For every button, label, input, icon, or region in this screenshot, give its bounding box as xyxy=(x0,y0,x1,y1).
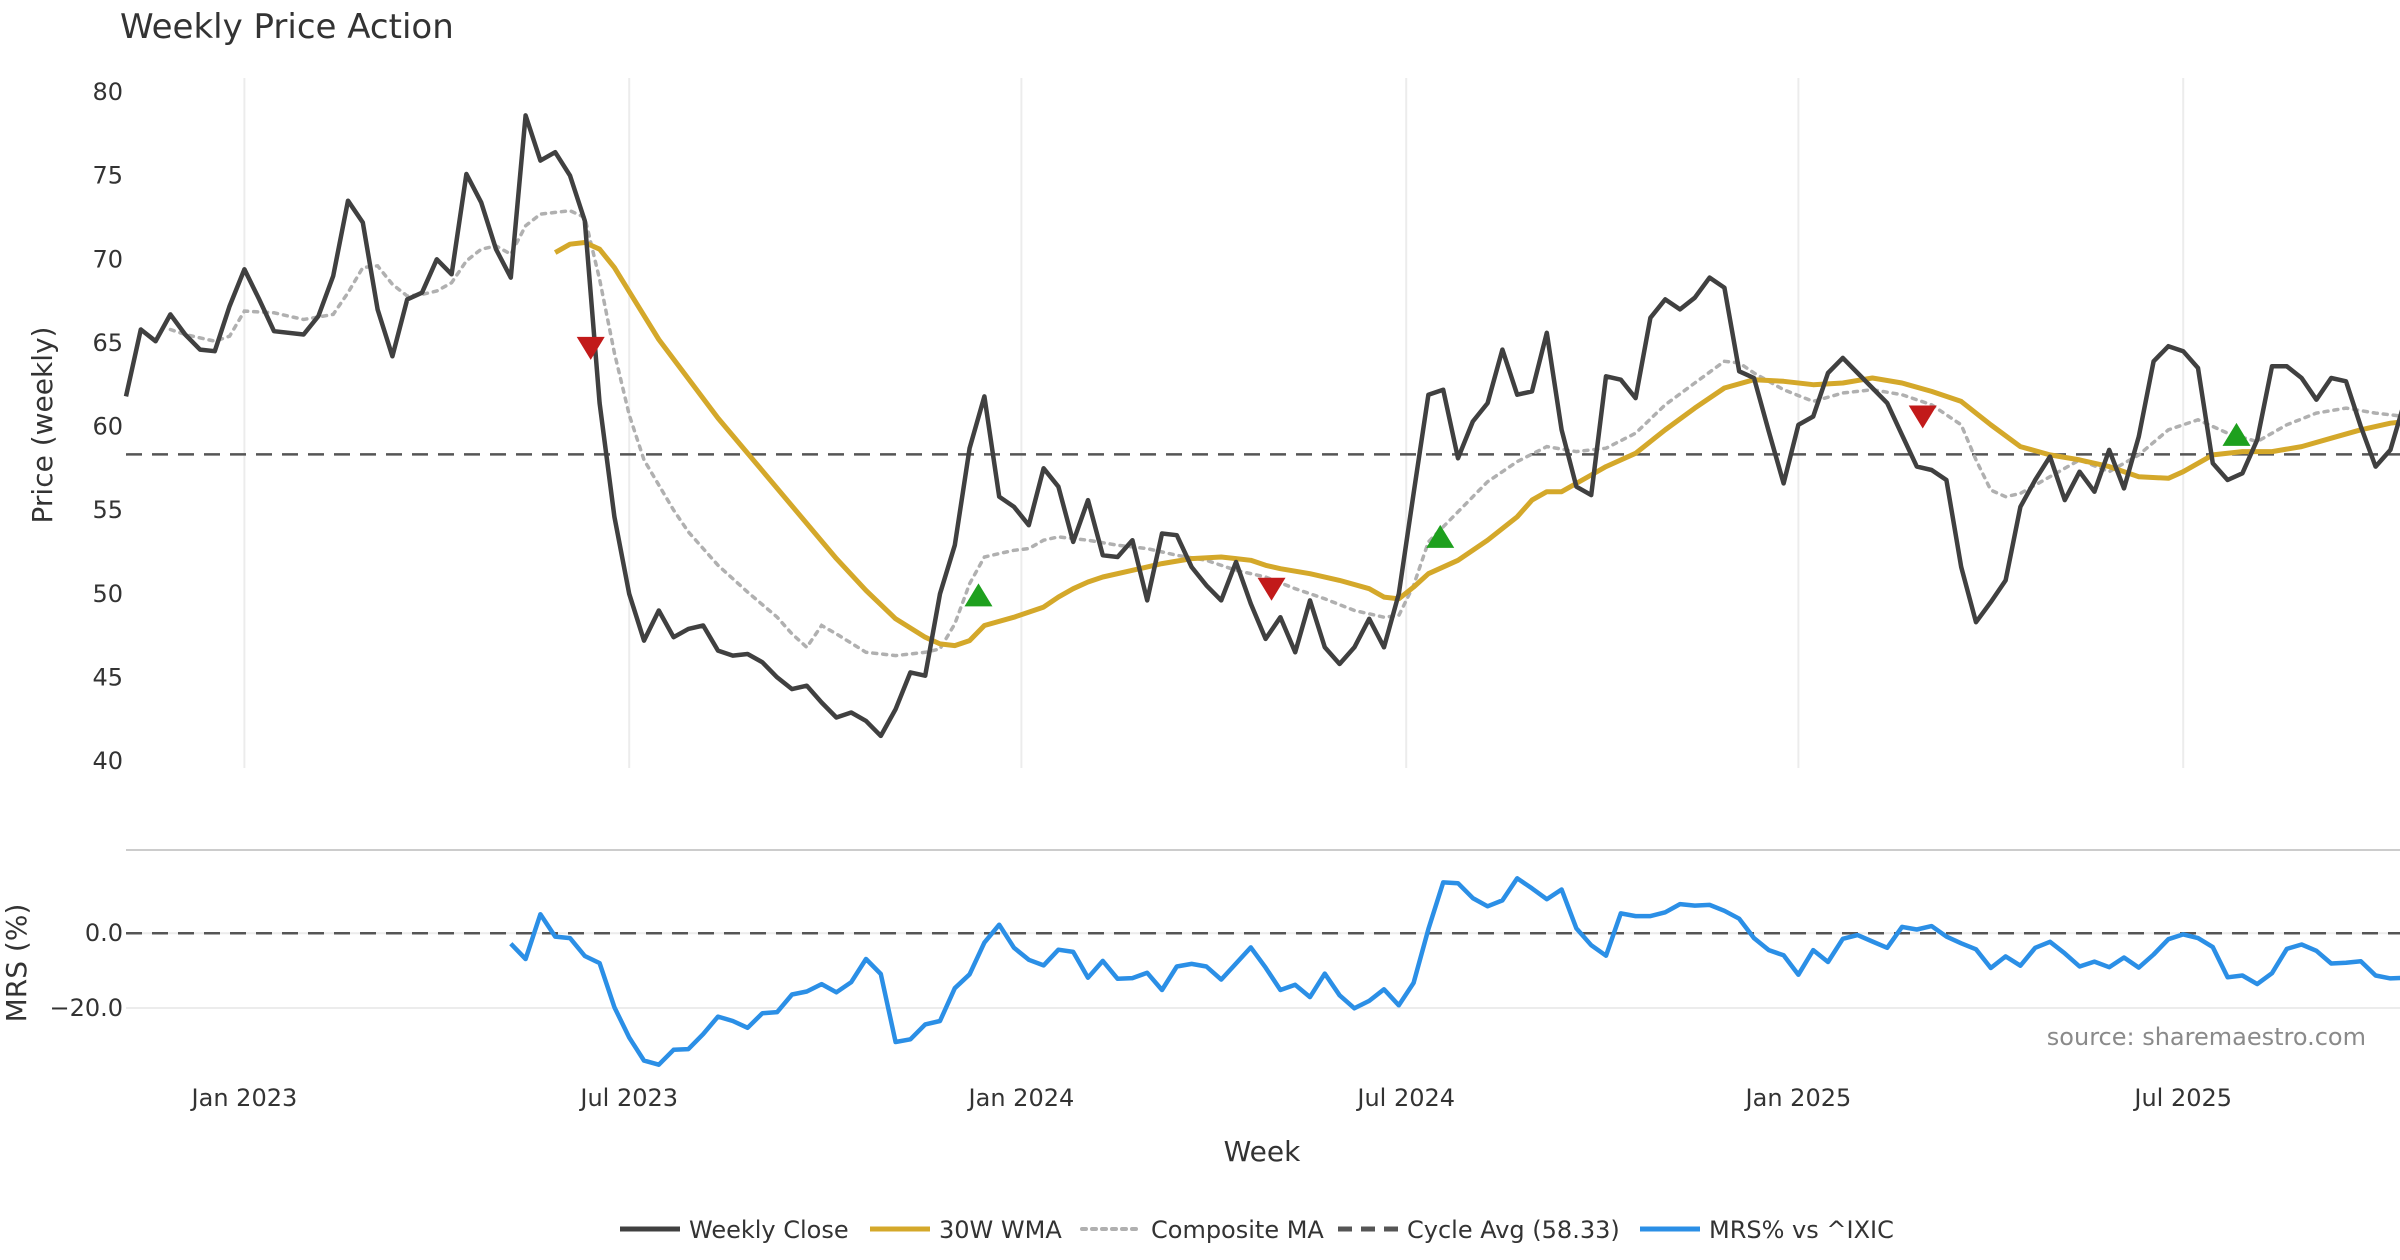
x-tick-label: Jul 2024 xyxy=(1355,1084,1455,1112)
sell-signal-marker xyxy=(576,336,605,360)
legend-label: Composite MA xyxy=(1151,1216,1324,1244)
x-tick-label: Jul 2025 xyxy=(2132,1084,2232,1112)
price-y-tick-label: 55 xyxy=(92,496,123,524)
legend-label: MRS% vs ^IXIC xyxy=(1709,1216,1894,1244)
legend-label: Cycle Avg (58.33) xyxy=(1407,1216,1620,1244)
price-y-tick-label: 70 xyxy=(92,245,123,273)
price-y-tick-label: 75 xyxy=(92,162,123,190)
price-y-tick-label: 40 xyxy=(92,747,123,775)
wma-30w-line xyxy=(553,240,2400,649)
legend-item: Weekly Close xyxy=(620,1216,849,1244)
composite-ma-line xyxy=(168,208,2400,658)
mrs-y-ticks: 0.0 −20.0 xyxy=(49,919,2400,1022)
price-y-tick-label: 80 xyxy=(92,78,123,106)
x-axis-label: Week xyxy=(1224,1135,1301,1168)
mrs-y-tick-label: −20.0 xyxy=(49,994,123,1022)
legend: Weekly Close 30W WMA Composite MA Cycle Avg… xyxy=(620,1216,1894,1244)
x-tick-label: Jan 2024 xyxy=(967,1084,1075,1112)
price-y-tick-label: 60 xyxy=(92,413,123,441)
price-y-tick-label: 45 xyxy=(92,663,123,691)
legend-item: Cycle Avg (58.33) xyxy=(1338,1216,1620,1244)
legend-item: 30W WMA xyxy=(870,1216,1062,1244)
source-note: source: sharemaestro.com xyxy=(2047,1023,2366,1051)
price-y-tick-label: 65 xyxy=(92,329,123,357)
mrs-y-axis-label: MRS (%) xyxy=(0,904,33,1023)
legend-item: Composite MA xyxy=(1080,1216,1324,1244)
weekly-close-line xyxy=(123,113,2400,739)
chart-title: Weekly Price Action xyxy=(120,7,454,47)
signal-markers xyxy=(576,336,2251,607)
x-tick-label: Jan 2023 xyxy=(190,1084,298,1112)
price-y-axis-label: Price (weekly) xyxy=(26,327,59,524)
price-y-ticks: 40 45 50 55 60 65 70 75 80 xyxy=(92,78,123,775)
buy-signal-marker xyxy=(1426,524,1455,548)
mrs-line xyxy=(509,876,2400,1067)
buy-signal-marker xyxy=(2222,422,2251,446)
price-y-tick-label: 50 xyxy=(92,580,123,608)
sell-signal-marker xyxy=(1257,577,1286,601)
sell-signal-marker xyxy=(1908,405,1937,429)
legend-label: Weekly Close xyxy=(689,1216,849,1244)
mrs-y-tick-label: 0.0 xyxy=(85,919,123,947)
x-tick-label: Jan 2025 xyxy=(1744,1084,1852,1112)
x-tick-labels: Jan 2023 Jul 2023 Jan 2024 Jul 2024 Jan 2025… xyxy=(190,1084,2232,1112)
x-tick-label: Jul 2023 xyxy=(578,1084,678,1112)
buy-signal-marker xyxy=(964,583,993,607)
vertical-grid xyxy=(243,78,2185,768)
legend-label: 30W WMA xyxy=(939,1216,1062,1244)
legend-item: MRS% vs ^IXIC xyxy=(1640,1216,1894,1244)
